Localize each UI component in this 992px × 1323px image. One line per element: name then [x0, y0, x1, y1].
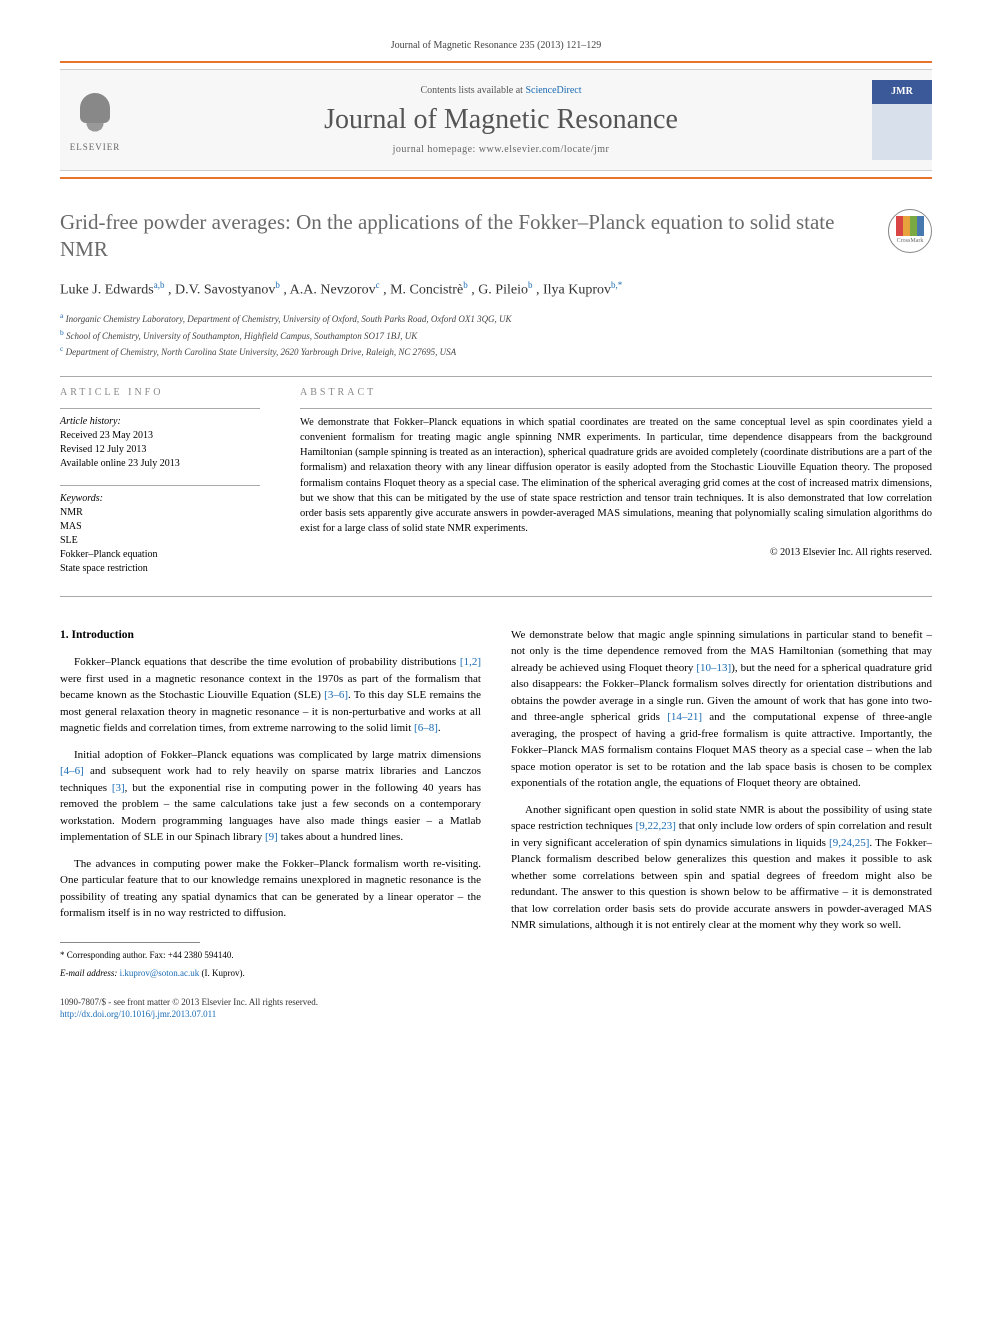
p2a: Initial adoption of Fokker–Planck equati… [74, 749, 481, 761]
para-3: The advances in computing power make the… [60, 856, 481, 922]
header-rule [60, 61, 932, 63]
keyword-4: Fokker–Planck equation [60, 549, 157, 560]
journal-homepage: journal homepage: www.elsevier.com/locat… [150, 144, 852, 155]
author-6: , Ilya Kuprov [536, 282, 611, 297]
article-title: Grid-free powder averages: On the applic… [60, 209, 878, 264]
body-columns: 1. Introduction Fokker–Planck equations … [60, 627, 932, 1021]
p2d: takes about a hundred lines. [278, 831, 403, 843]
masthead-bottom-rule [60, 177, 932, 179]
abstract-text: We demonstrate that Fokker–Planck equati… [300, 415, 932, 537]
author-1-affil: a,b [154, 280, 165, 290]
affil-b: School of Chemistry, University of South… [66, 331, 417, 341]
contents-line: Contents lists available at ScienceDirec… [150, 85, 852, 96]
affil-c-sup: c [60, 344, 63, 353]
footnote-rule [60, 942, 200, 943]
online-date: Available online 23 July 2013 [60, 458, 180, 469]
issn-line: 1090-7807/$ - see front matter © 2013 El… [60, 996, 481, 1009]
masthead-center: Contents lists available at ScienceDirec… [150, 85, 852, 155]
revised-date: Revised 12 July 2013 [60, 444, 146, 455]
author-2-affil: b [275, 280, 280, 290]
ref-1-2[interactable]: [1,2] [460, 656, 481, 668]
keyword-2: MAS [60, 521, 82, 532]
para-5: Another significant open question in sol… [511, 802, 932, 934]
ref-4-6[interactable]: [4–6] [60, 765, 84, 777]
section-1-heading: 1. Introduction [60, 627, 481, 644]
p5c: . The Fokker–Planck formalism described … [511, 837, 932, 932]
received-date: Received 23 May 2013 [60, 430, 153, 441]
elsevier-label: ELSEVIER [70, 142, 121, 152]
author-3-affil: c [376, 280, 380, 290]
abstract-copyright: © 2013 Elsevier Inc. All rights reserved… [300, 547, 932, 558]
info-rule-2 [60, 485, 260, 486]
author-2: , D.V. Savostyanov [168, 282, 275, 297]
email-line: E-mail address: i.kuprov@soton.ac.uk (I.… [60, 967, 481, 980]
elsevier-tree-icon [70, 88, 120, 138]
email-who: (I. Kuprov). [199, 968, 245, 978]
ref-14-21[interactable]: [14–21] [667, 711, 702, 723]
article-info-col: ARTICLE INFO Article history: Received 2… [60, 387, 260, 590]
ref-3[interactable]: [3] [112, 782, 125, 794]
affiliations: a Inorganic Chemistry Laboratory, Depart… [60, 310, 932, 360]
author-6-affil: b,* [611, 280, 622, 290]
affil-b-sup: b [60, 328, 64, 337]
crossmark-icon [896, 216, 924, 236]
keyword-3: SLE [60, 535, 78, 546]
author-5-affil: b [528, 280, 533, 290]
author-5: , G. Pileio [471, 282, 528, 297]
keywords-block: Keywords: NMR MAS SLE Fokker–Planck equa… [60, 492, 260, 576]
article-history: Article history: Received 23 May 2013 Re… [60, 415, 260, 471]
ref-9[interactable]: [9] [265, 831, 278, 843]
bottom-meta: 1090-7807/$ - see front matter © 2013 El… [60, 996, 481, 1021]
author-4-affil: b [463, 280, 468, 290]
abstract-col: ABSTRACT We demonstrate that Fokker–Plan… [300, 387, 932, 590]
ref-3-6[interactable]: [3–6] [324, 689, 348, 701]
email-label: E-mail address: [60, 968, 120, 978]
journal-cover-thumb [872, 80, 932, 160]
author-4: , M. Concistrè [383, 282, 463, 297]
right-column: We demonstrate below that magic angle sp… [511, 627, 932, 1021]
info-rule-1 [60, 408, 260, 409]
sciencedirect-link[interactable]: ScienceDirect [525, 85, 581, 96]
left-column: 1. Introduction Fokker–Planck equations … [60, 627, 481, 1021]
para-1: Fokker–Planck equations that describe th… [60, 654, 481, 737]
info-rule-top [60, 376, 932, 377]
p1a: Fokker–Planck equations that describe th… [74, 656, 460, 668]
doi-link[interactable]: http://dx.doi.org/10.1016/j.jmr.2013.07.… [60, 1009, 216, 1019]
abstract-heading: ABSTRACT [300, 387, 932, 398]
keyword-1: NMR [60, 507, 83, 518]
para-4: We demonstrate below that magic angle sp… [511, 627, 932, 792]
header-citation: Journal of Magnetic Resonance 235 (2013)… [60, 40, 932, 51]
email-link[interactable]: i.kuprov@soton.ac.uk [120, 968, 200, 978]
elsevier-logo: ELSEVIER [60, 80, 130, 160]
p1d: . [438, 722, 441, 734]
journal-name: Journal of Magnetic Resonance [150, 104, 852, 136]
info-abstract-row: ARTICLE INFO Article history: Received 2… [60, 387, 932, 590]
ref-6-8[interactable]: [6–8] [414, 722, 438, 734]
ref-10-13[interactable]: [10–13] [696, 662, 731, 674]
contents-prefix: Contents lists available at [420, 85, 525, 96]
ref-9-24-25[interactable]: [9,24,25] [829, 837, 869, 849]
article-info-heading: ARTICLE INFO [60, 387, 260, 398]
ref-9-22-23[interactable]: [9,22,23] [636, 820, 676, 832]
crossmark-label: CrossMark [897, 238, 924, 246]
author-list: Luke J. Edwardsa,b , D.V. Savostyanovb ,… [60, 280, 932, 299]
article-title-row: Grid-free powder averages: On the applic… [60, 209, 932, 264]
keyword-5: State space restriction [60, 563, 148, 574]
keywords-label: Keywords: [60, 492, 260, 506]
abstract-rule [300, 408, 932, 409]
para-2: Initial adoption of Fokker–Planck equati… [60, 747, 481, 846]
info-rule-bottom [60, 596, 932, 597]
corresponding-author: * Corresponding author. Fax: +44 2380 59… [60, 949, 481, 962]
journal-masthead: ELSEVIER Contents lists available at Sci… [60, 69, 932, 171]
crossmark-badge[interactable]: CrossMark [888, 209, 932, 253]
author-1: Luke J. Edwards [60, 282, 154, 297]
affil-c: Department of Chemistry, North Carolina … [66, 347, 457, 357]
author-3: , A.A. Nevzorov [283, 282, 375, 297]
history-label: Article history: [60, 415, 260, 429]
affil-a: Inorganic Chemistry Laboratory, Departme… [66, 314, 512, 324]
affil-a-sup: a [60, 311, 63, 320]
